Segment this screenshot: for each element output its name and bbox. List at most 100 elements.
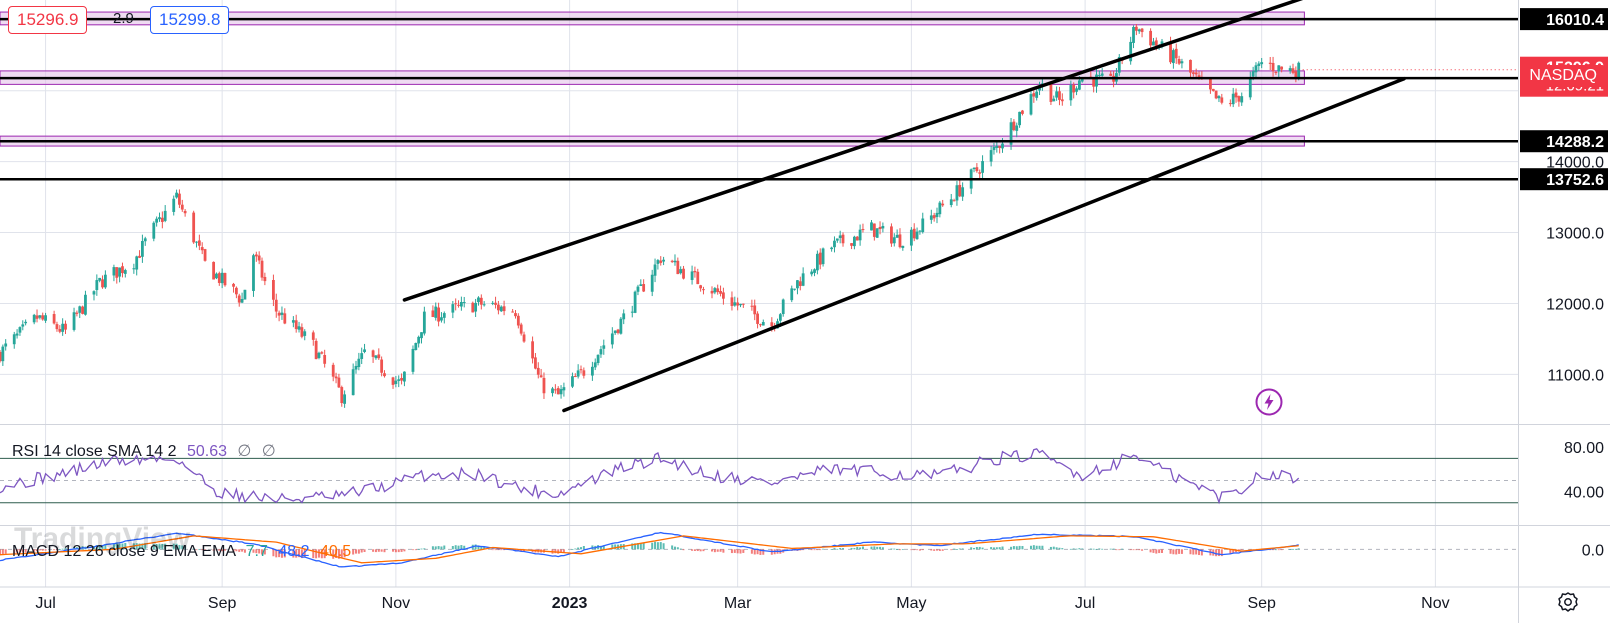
- candle-body-255: [1015, 125, 1019, 131]
- candle-body-122: [482, 304, 486, 306]
- candle-body-89: [354, 365, 358, 370]
- macd-histogram-bar-3: [13, 549, 16, 554]
- candle-body-52: [203, 249, 207, 261]
- macd-histogram-bar-319: [1272, 549, 1275, 551]
- candle-body-132: [522, 334, 526, 342]
- candle-body-92: [363, 349, 366, 352]
- level-tag-2: 14288.2: [1546, 134, 1604, 151]
- macd-histogram-bar-77: [303, 549, 306, 558]
- candle-body-58: [232, 283, 235, 287]
- macd-histogram-bar-220: [876, 546, 879, 550]
- sell-price-button[interactable]: 15296.9: [8, 6, 88, 34]
- candle-body-161: [639, 284, 643, 286]
- candle-body-310: [1234, 92, 1238, 98]
- candle-body-196: [778, 314, 782, 321]
- candle-body-86: [340, 387, 344, 404]
- macd-legend-hist: 7.7: [245, 543, 268, 560]
- lightning-icon[interactable]: [1255, 388, 1283, 416]
- macd-histogram-bar-255: [1015, 546, 1018, 550]
- candle-body-84: [334, 376, 338, 379]
- macd-histogram-bar-12: [44, 549, 47, 551]
- candle-body-316: [1257, 63, 1261, 66]
- candle-body-68: [272, 280, 275, 300]
- macd-histogram-bar-165: [656, 542, 659, 550]
- candle-body-171: [679, 269, 683, 274]
- candle-body-67: [263, 276, 267, 282]
- macd-histogram-bar-270: [1075, 548, 1078, 550]
- candle-body-265: [1055, 91, 1059, 98]
- macd-histogram-bar-63: [252, 549, 255, 553]
- candle-body-142: [562, 387, 566, 391]
- macd-histogram-bar-102: [403, 549, 406, 552]
- macd-histogram-bar-248: [990, 547, 993, 550]
- macd-histogram-bar-139: [554, 549, 557, 554]
- candle-body-276: [1097, 75, 1101, 77]
- level-tag-bg-0: [1520, 8, 1608, 31]
- macd-histogram-bar-140: [557, 549, 560, 554]
- macd-histogram-bar-144: [574, 548, 577, 550]
- macd-histogram-bar-52: [204, 549, 207, 551]
- candle-body-321: [1277, 65, 1281, 72]
- macd-histogram-bar-146: [579, 547, 582, 550]
- macd-histogram-bar-221: [879, 546, 882, 550]
- chart-settings-gear-icon[interactable]: [1556, 590, 1580, 614]
- macd-histogram-bar-253: [1010, 546, 1013, 550]
- candle-body-258: [1029, 94, 1033, 115]
- candle-body-8: [32, 314, 36, 323]
- candle-body-121: [479, 297, 483, 305]
- macd-histogram-bar-300: [1195, 549, 1198, 555]
- macd-histogram-bar-53: [212, 549, 215, 551]
- macd-histogram-bar-125: [497, 549, 500, 551]
- candle-body-270: [1075, 88, 1078, 92]
- time-axis-label-1: Sep: [208, 595, 237, 612]
- candle-body-145: [576, 370, 580, 377]
- macd-histogram-bar-101: [400, 549, 403, 552]
- candle-body-85: [337, 377, 341, 388]
- candle-body-183: [730, 297, 734, 306]
- candle-body-306: [1217, 96, 1221, 99]
- rsi-legend[interactable]: RSI 14 close SMA 14 2 50.63 ∅ ∅: [12, 441, 276, 461]
- macd-histogram-bar-13: [53, 549, 56, 551]
- candle-body-141: [559, 389, 563, 395]
- candle-body-215: [855, 236, 859, 241]
- macd-histogram-bar-259: [1032, 545, 1035, 550]
- candle-body-219: [872, 223, 876, 237]
- candle-body-14: [55, 324, 59, 330]
- candle-body-123: [491, 302, 495, 304]
- candle-body-208: [830, 247, 834, 250]
- macd-histogram-bar-143: [571, 549, 574, 550]
- candle-body-299: [1191, 72, 1195, 74]
- macd-histogram-bar-174: [693, 549, 696, 551]
- macd-histogram-bar-1: [1, 549, 4, 555]
- macd-histogram-bar-218: [870, 546, 873, 550]
- macd-histogram-bar-282: [1121, 548, 1124, 550]
- macd-histogram-bar-26: [101, 545, 104, 550]
- macd-histogram-bar-244: [973, 547, 976, 550]
- macd-histogram-bar-301: [1198, 549, 1201, 556]
- candle-body-263: [1049, 83, 1053, 102]
- candle-body-29: [115, 267, 119, 278]
- buy-price-button[interactable]: 15299.8: [150, 6, 230, 34]
- macd-legend-signal: 40.5: [319, 543, 352, 560]
- macd-histogram-bar-122: [483, 546, 486, 550]
- candle-body-96: [380, 359, 384, 373]
- candle-body-114: [454, 303, 458, 305]
- candle-body-77: [303, 331, 307, 336]
- candle-body-257: [1021, 110, 1024, 114]
- candle-body-62: [243, 289, 247, 300]
- macd-histogram-bar-161: [639, 543, 642, 550]
- candle-body-305: [1214, 90, 1218, 99]
- candle-body-233: [929, 215, 933, 220]
- macd-histogram-bar-93: [372, 549, 375, 552]
- candle-body-271: [1078, 80, 1081, 90]
- candle-body-104: [414, 342, 418, 351]
- candle-body-26: [101, 279, 104, 288]
- macd-histogram-bar-228: [910, 549, 913, 551]
- macd-histogram-bar-61: [241, 549, 244, 552]
- macd-legend[interactable]: MACD 12 26 close 9 EMA EMA 7.7 48.2 40.5: [12, 543, 351, 561]
- macd-histogram-bar-24: [95, 545, 98, 550]
- macd-histogram-bar-225: [896, 549, 899, 550]
- macd-histogram-bar-164: [654, 541, 657, 550]
